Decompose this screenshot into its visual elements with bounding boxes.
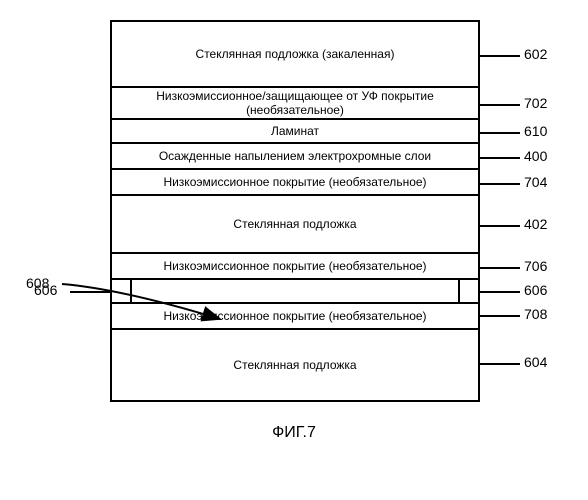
pointer-608-arrow (20, 20, 588, 480)
figure-caption: ФИГ.7 (20, 424, 568, 442)
callout-608: 608 (26, 275, 49, 291)
